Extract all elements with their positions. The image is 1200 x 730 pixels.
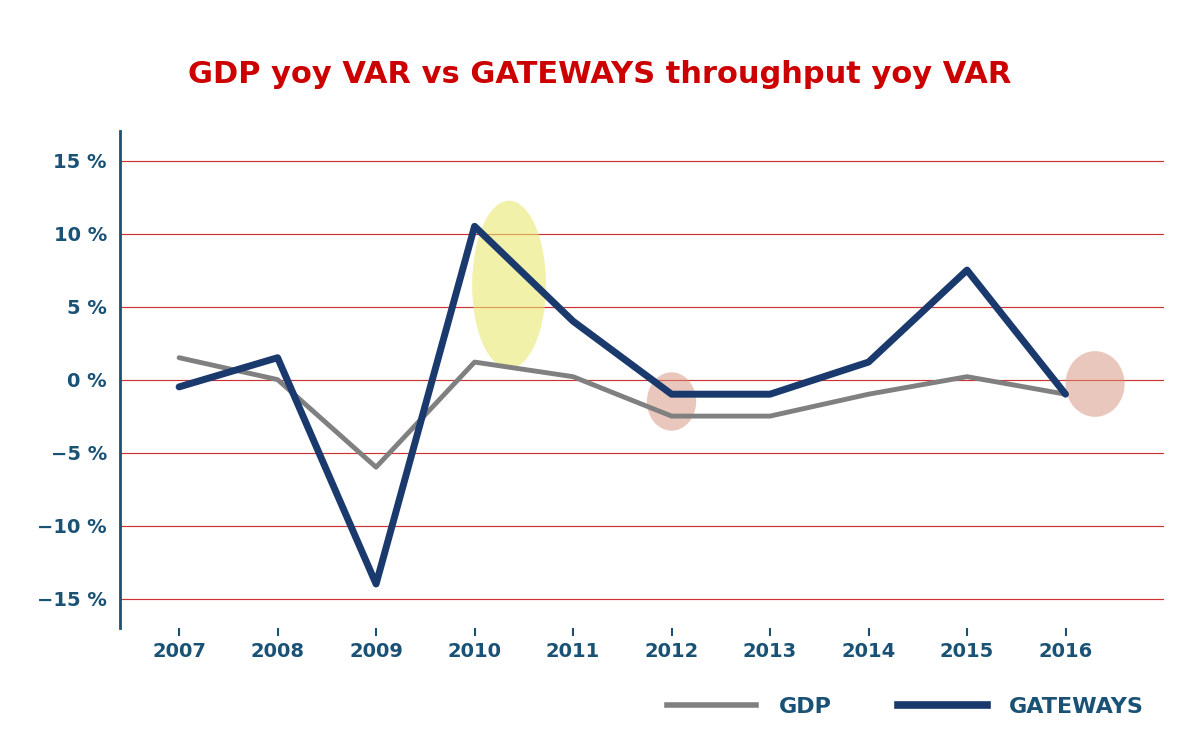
Legend: GDP, GATEWAYS: GDP, GATEWAYS	[659, 688, 1153, 726]
Text: GDP yoy VAR vs GATEWAYS throughput yoy VAR: GDP yoy VAR vs GATEWAYS throughput yoy V…	[188, 60, 1012, 88]
Ellipse shape	[472, 201, 546, 369]
Ellipse shape	[647, 372, 696, 431]
Ellipse shape	[1066, 351, 1124, 417]
